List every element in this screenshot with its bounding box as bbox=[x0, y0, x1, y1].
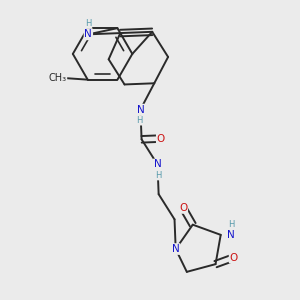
Text: N: N bbox=[172, 244, 180, 254]
Text: H: H bbox=[136, 116, 142, 125]
Text: O: O bbox=[179, 203, 187, 213]
Text: N: N bbox=[227, 230, 235, 240]
Text: H: H bbox=[155, 171, 162, 180]
Text: N: N bbox=[85, 29, 92, 39]
Text: H: H bbox=[228, 220, 234, 229]
Text: H: H bbox=[85, 19, 92, 28]
Text: N: N bbox=[136, 105, 144, 115]
Text: N: N bbox=[154, 160, 161, 170]
Text: CH₃: CH₃ bbox=[48, 73, 66, 83]
Text: O: O bbox=[157, 134, 165, 144]
Text: O: O bbox=[230, 253, 238, 262]
